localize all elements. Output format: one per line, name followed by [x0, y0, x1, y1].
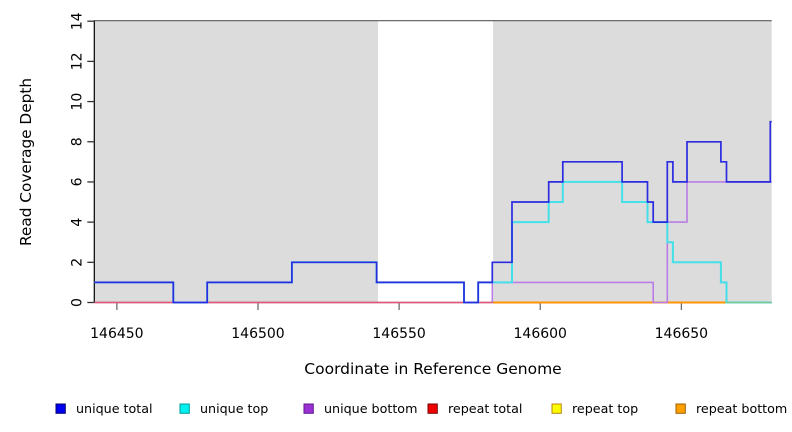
legend-swatch-unique-bottom — [303, 403, 314, 414]
x-tick-label: 146600 — [514, 326, 567, 342]
y-tick-label: 6 — [70, 177, 86, 186]
legend-swatch-unique-top — [179, 403, 190, 414]
legend-label-repeat-total: repeat total — [448, 401, 522, 416]
legend-swatch-unique-total — [55, 403, 66, 414]
y-tick-label: 12 — [70, 52, 86, 70]
y-tick-label: 2 — [70, 258, 86, 267]
legend-swatch-repeat-bottom — [675, 403, 686, 414]
legend-label-repeat-top: repeat top — [572, 401, 638, 416]
shaded-region — [94, 21, 378, 303]
y-tick-label: 4 — [70, 218, 86, 227]
x-tick-label: 146500 — [231, 326, 284, 342]
legend-label-unique-bottom: unique bottom — [324, 401, 417, 416]
series-line-unique-total — [94, 120, 772, 304]
legend-label-unique-top: unique top — [200, 401, 268, 416]
x-tick-label: 146450 — [90, 326, 143, 342]
x-axis-label: Coordinate in Reference Genome — [304, 360, 561, 378]
legend-label-unique-total: unique total — [76, 401, 153, 416]
y-tick-label: 0 — [70, 298, 86, 307]
x-tick-label: 146650 — [655, 326, 708, 342]
legend-swatch-repeat-top — [551, 403, 562, 414]
y-axis-label: Read Coverage Depth — [17, 78, 35, 246]
legend-swatch-repeat-total — [427, 403, 438, 414]
x-tick-label: 146550 — [372, 326, 425, 342]
series-line-unique-bottom — [491, 181, 772, 304]
y-tick-label: 10 — [70, 93, 86, 111]
y-tick-label: 14 — [70, 12, 86, 30]
shaded-region — [493, 21, 772, 303]
y-tick-label: 8 — [70, 137, 86, 146]
legend-label-repeat-bottom: repeat bottom — [696, 401, 787, 416]
